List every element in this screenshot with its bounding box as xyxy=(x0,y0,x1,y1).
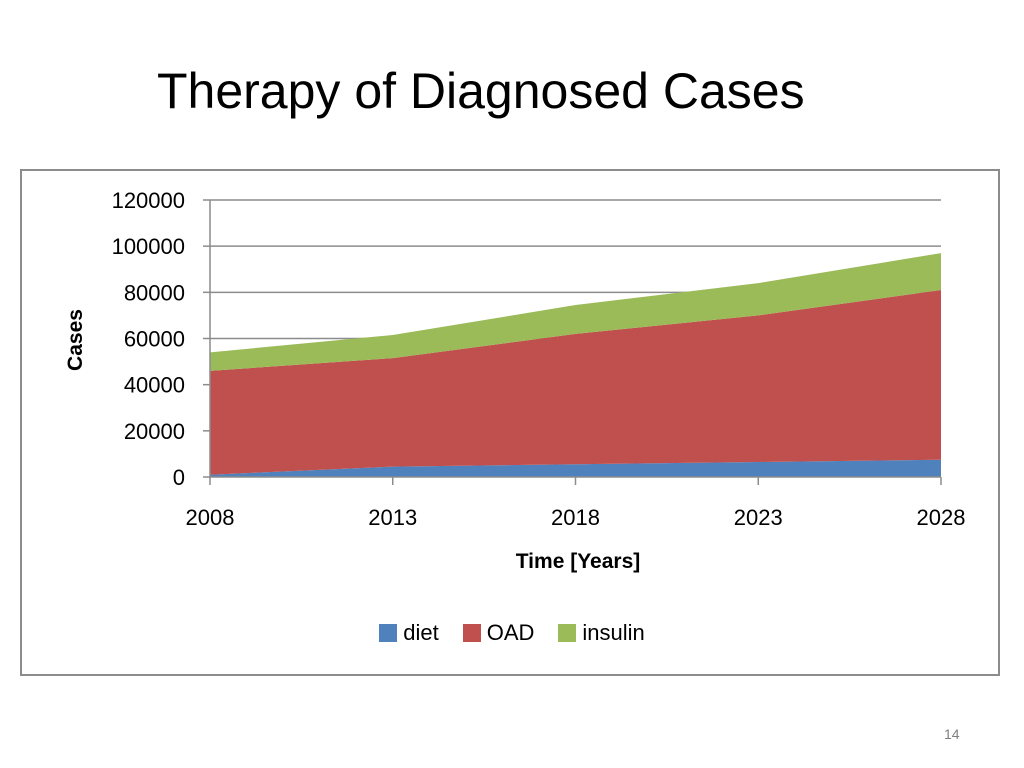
y-tick-label: 100000 xyxy=(112,234,185,259)
legend: diet OAD insulin xyxy=(0,620,1024,646)
legend-swatch xyxy=(462,624,481,642)
page-number: 14 xyxy=(944,726,960,742)
legend-swatch xyxy=(379,624,398,642)
y-tick-label: 40000 xyxy=(124,373,185,398)
y-tick-label: 0 xyxy=(173,465,185,490)
legend-label: insulin xyxy=(582,620,645,645)
legend-item-diet: diet xyxy=(379,620,439,646)
area-OAD xyxy=(210,290,941,475)
y-axis-label: Cases xyxy=(64,309,87,371)
x-tick-label: 2023 xyxy=(734,505,783,530)
area-series xyxy=(210,253,941,477)
axes: 0 20000 40000 60000 80000 100000 120000 2008 201… xyxy=(112,188,966,530)
x-tick-label: 2018 xyxy=(551,505,600,530)
y-tick-label: 80000 xyxy=(124,280,185,305)
x-tick-label: 2013 xyxy=(368,505,417,530)
y-tick-label: 60000 xyxy=(124,327,185,352)
slide-title: Therapy of Diagnosed Cases xyxy=(157,63,805,119)
area-diet xyxy=(210,459,941,477)
y-tick-label: 120000 xyxy=(112,188,185,213)
legend-swatch xyxy=(558,624,577,642)
x-axis-label: Time [Years] xyxy=(516,550,641,573)
y-tick-label: 20000 xyxy=(124,419,185,444)
legend-item-insulin: insulin xyxy=(558,620,645,646)
area-insulin xyxy=(210,253,941,371)
x-tick-label: 2008 xyxy=(186,505,235,530)
legend-item-OAD: OAD xyxy=(462,620,535,646)
legend-label: OAD xyxy=(486,620,535,645)
legend-label: diet xyxy=(403,620,439,645)
x-tick-label: 2028 xyxy=(917,505,966,530)
